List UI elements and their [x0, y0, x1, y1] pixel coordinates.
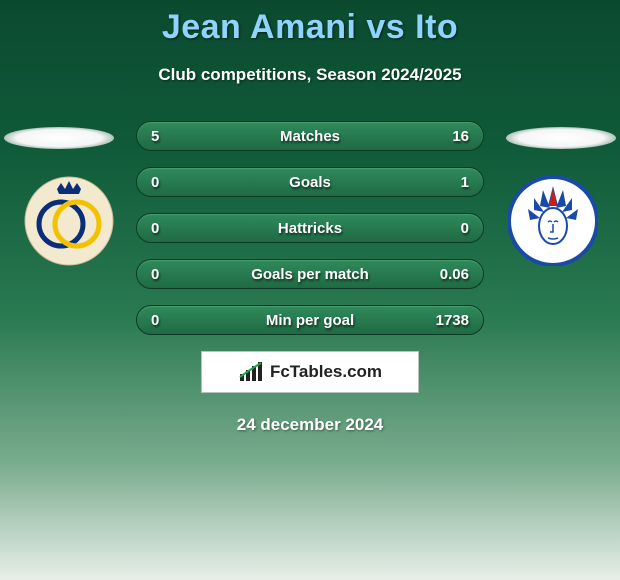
stat-row-gpm: 0 Goals per match 0.06	[136, 259, 484, 289]
stat-left-value: 5	[151, 128, 159, 145]
stat-right-value: 1	[461, 174, 469, 191]
union-sg-logo-icon	[24, 176, 114, 266]
club-logo-left	[24, 176, 114, 266]
stat-label: Matches	[280, 128, 340, 145]
player-halo-right	[506, 127, 616, 149]
gent-logo-icon	[508, 176, 598, 266]
stat-right-value: 0	[461, 220, 469, 237]
stat-left-value: 0	[151, 266, 159, 283]
stat-left-value: 0	[151, 220, 159, 237]
stats-table: 5 Matches 16 0 Goals 1 0 Hattricks 0 0 G…	[136, 121, 484, 335]
stat-label: Hattricks	[278, 220, 342, 237]
stat-row-matches: 5 Matches 16	[136, 121, 484, 151]
subtitle: Club competitions, Season 2024/2025	[0, 65, 620, 85]
brand-text: FcTables.com	[270, 362, 382, 382]
stat-row-hattricks: 0 Hattricks 0	[136, 213, 484, 243]
stat-row-mpg: 0 Min per goal 1738	[136, 305, 484, 335]
page-title: Jean Amani vs Ito	[0, 0, 620, 47]
brand-badge: FcTables.com	[201, 351, 419, 393]
stat-left-value: 0	[151, 312, 159, 329]
bar-chart-icon	[238, 361, 264, 383]
stat-label: Goals	[289, 174, 331, 191]
stat-label: Min per goal	[266, 312, 354, 329]
stat-label: Goals per match	[251, 266, 369, 283]
stat-left-value: 0	[151, 174, 159, 191]
club-logo-right	[508, 176, 598, 266]
stat-right-value: 0.06	[440, 266, 469, 283]
stat-row-goals: 0 Goals 1	[136, 167, 484, 197]
date-label: 24 december 2024	[0, 415, 620, 435]
player-halo-left	[4, 127, 114, 149]
stat-right-value: 1738	[436, 312, 469, 329]
stat-right-value: 16	[452, 128, 469, 145]
